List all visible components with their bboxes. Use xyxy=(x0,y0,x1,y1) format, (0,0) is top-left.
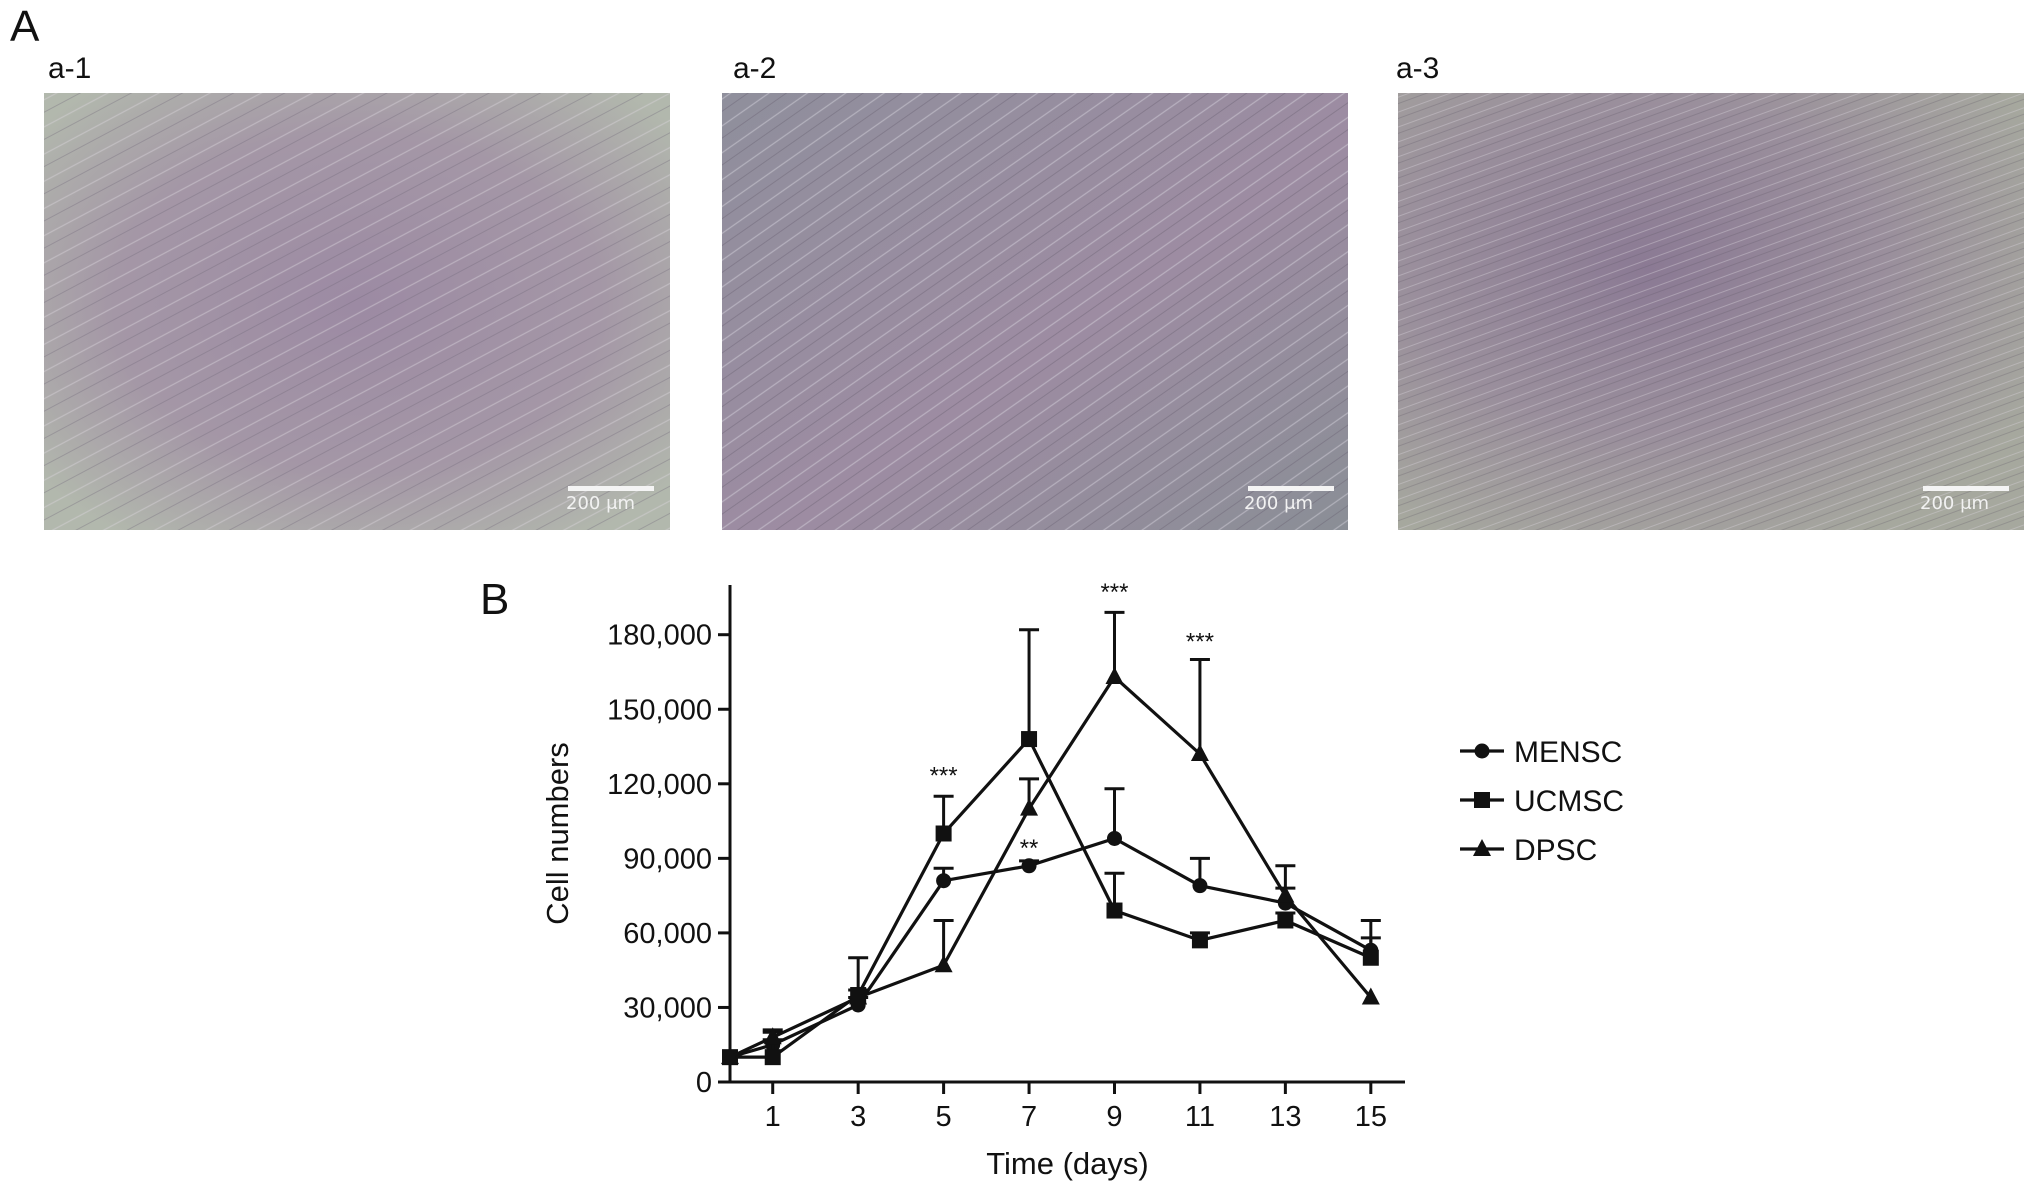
series-line-ucmsc xyxy=(730,736,1372,1059)
point-dpsc xyxy=(1105,666,1124,684)
point-ucmsc xyxy=(1021,731,1038,748)
point-ucmsc xyxy=(1362,949,1379,966)
panel-b-letter: B xyxy=(480,575,510,624)
significance-label: ** xyxy=(1020,835,1039,862)
point-ucmsc xyxy=(1277,912,1294,929)
point-mensc xyxy=(1021,858,1037,874)
legend-marker-dpsc xyxy=(1473,839,1491,856)
point-ucmsc xyxy=(764,1049,781,1066)
image-a1-label: a-1 xyxy=(48,52,92,85)
point-dpsc xyxy=(1190,743,1209,761)
x-tick-label: 3 xyxy=(850,1101,866,1133)
significance-label: *** xyxy=(1100,579,1128,606)
series-line-mensc xyxy=(729,836,1372,1059)
significance-label: *** xyxy=(1186,629,1214,656)
y-tick-label: 60,000 xyxy=(623,918,712,950)
scale-bar-a2 xyxy=(1248,486,1334,491)
legend-label-ucmsc: UCMSC xyxy=(1514,785,1624,818)
point-mensc xyxy=(1106,830,1122,846)
point-ucmsc xyxy=(1191,932,1208,949)
x-axis-title: Time (days) xyxy=(986,1146,1148,1181)
point-ucmsc xyxy=(1106,902,1123,919)
legend-marker-mensc xyxy=(1474,743,1490,759)
series-line-dpsc xyxy=(729,674,1373,1059)
scale-text-a2: 200 μm xyxy=(1244,493,1314,514)
point-dpsc xyxy=(1020,798,1039,816)
y-tick-label: 90,000 xyxy=(623,843,712,875)
point-ucmsc xyxy=(935,825,952,842)
point-mensc xyxy=(1192,878,1208,894)
point-dpsc xyxy=(849,987,868,1005)
point-dpsc xyxy=(1361,987,1380,1005)
point-dpsc xyxy=(721,1047,739,1065)
x-tick-label: 9 xyxy=(1106,1101,1122,1133)
x-tick-label: 5 xyxy=(936,1101,952,1133)
micrograph-a2 xyxy=(722,93,1348,530)
y-tick-label: 120,000 xyxy=(607,769,712,801)
point-dpsc xyxy=(763,1027,782,1045)
legend-label-dpsc: DPSC xyxy=(1514,834,1597,867)
scale-bar-a3 xyxy=(1923,486,2009,491)
x-tick-label: 11 xyxy=(1185,1101,1215,1133)
x-tick-label: 1 xyxy=(765,1101,781,1133)
y-tick-label: 180,000 xyxy=(607,620,712,652)
x-tick-label: 15 xyxy=(1355,1101,1387,1133)
significance-label: *** xyxy=(930,763,958,790)
y-tick-label: 150,000 xyxy=(607,694,712,726)
x-tick-label: 13 xyxy=(1269,1101,1301,1133)
y-tick-label: 30,000 xyxy=(623,992,712,1024)
scale-text-a1: 200 μm xyxy=(566,493,636,514)
panel-a-letter: A xyxy=(10,2,40,51)
point-dpsc xyxy=(1276,885,1295,903)
legend-label-mensc: MENSC xyxy=(1514,736,1622,769)
point-dpsc xyxy=(934,955,953,973)
micrograph-a3 xyxy=(1398,93,2024,530)
x-tick-label: 7 xyxy=(1021,1101,1037,1133)
micrograph-a1 xyxy=(44,93,670,530)
legend-marker-ucmsc xyxy=(1474,792,1490,808)
image-a2-label: a-2 xyxy=(733,52,777,85)
point-mensc xyxy=(936,873,952,889)
y-axis-title: Cell numbers xyxy=(540,742,575,925)
image-a3-label: a-3 xyxy=(1396,52,1440,85)
scale-text-a3: 200 μm xyxy=(1920,493,1990,514)
scale-bar-a1 xyxy=(568,486,654,491)
y-tick-label: 0 xyxy=(696,1067,712,1099)
